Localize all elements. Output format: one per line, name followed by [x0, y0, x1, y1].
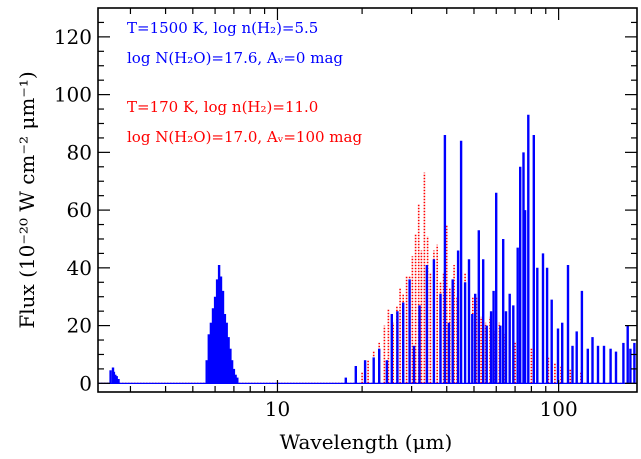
legend-red-line2: log N(H₂O)=17.0, Aᵥ=100 mag	[127, 128, 362, 146]
x-axis-title: Wavelength (μm)	[280, 430, 453, 454]
series-blue	[98, 114, 637, 384]
y-tick-label: 120	[54, 25, 92, 49]
series-red	[98, 172, 637, 384]
legend-red-line1: T=170 K, log n(H₂)=11.0	[127, 98, 318, 116]
legend-blue-line1: T=1500 K, log n(H₂)=5.5	[127, 19, 318, 37]
legend-blue-line2: log N(H₂O)=17.6, Aᵥ=0 mag	[127, 49, 343, 67]
x-tick-label: 100	[540, 397, 578, 421]
x-tick-label: 10	[265, 397, 290, 421]
y-tick-label: 100	[54, 83, 92, 107]
y-tick-label: 20	[67, 314, 92, 338]
y-tick-label: 60	[67, 198, 92, 222]
y-tick-label: 40	[67, 256, 92, 280]
y-axis-title: Flux (10⁻²⁰ W cm⁻² μm⁻¹)	[15, 71, 39, 328]
y-tick-label: 80	[67, 140, 92, 164]
y-tick-label: 0	[79, 371, 92, 395]
plot-frame	[97, 7, 638, 393]
legend: T=1500 K, log n(H₂)=5.5 log N(H₂O)=17.6,…	[127, 19, 362, 146]
series-layer	[98, 114, 637, 384]
tick-layer: 0 20 40 60 80 100 120 10 100	[54, 8, 637, 421]
